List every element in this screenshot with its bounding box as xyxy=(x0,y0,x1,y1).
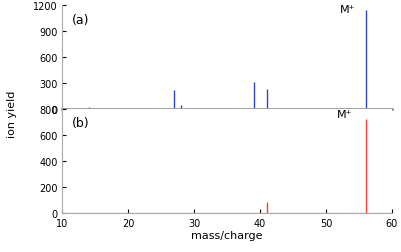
X-axis label: mass/charge: mass/charge xyxy=(191,231,262,240)
Text: (a): (a) xyxy=(72,14,89,26)
Text: (b): (b) xyxy=(72,117,89,130)
Text: M⁺: M⁺ xyxy=(339,5,355,15)
Text: ion yield: ion yield xyxy=(7,90,17,137)
Text: M⁺: M⁺ xyxy=(336,110,352,120)
